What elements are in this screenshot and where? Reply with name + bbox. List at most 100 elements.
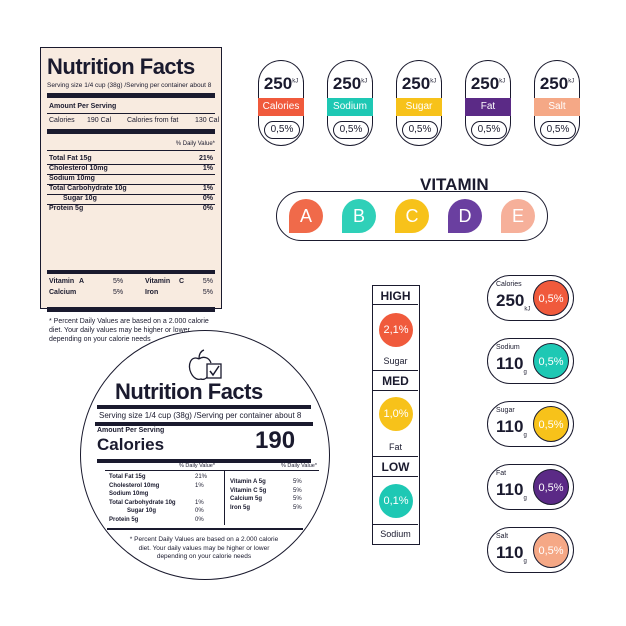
divider	[47, 194, 215, 195]
calories-value: 190 Cal	[87, 117, 112, 124]
pill-cap	[396, 60, 442, 116]
divider	[47, 184, 215, 185]
right-pill-name: Fat	[496, 470, 507, 477]
right-pill-name: Sodium	[496, 344, 520, 351]
circle-row-name: Sugar 10g	[127, 508, 157, 515]
pill-unit: kJ	[292, 78, 299, 85]
meter-med-circle: 1,0%	[379, 397, 413, 431]
vitamin-letter: C	[405, 206, 419, 226]
circle-row-dv: 5%	[293, 479, 302, 485]
pill-name: Fat	[465, 98, 511, 116]
pill-percent: 0,5%	[471, 121, 507, 139]
right-pill-sugar: Sugar 110g 0,5%	[487, 401, 574, 447]
nutrient-pill-sodium: 250kJ Sodium 0,5%	[327, 60, 373, 146]
right-pill-value: 250	[496, 291, 525, 310]
right-pill-percent: 0,5%	[533, 343, 569, 379]
pill-value-wrap: 250kJ	[465, 74, 511, 94]
calories-from-fat-value: 130 Cal	[195, 117, 220, 124]
vitamin-name: Iron	[145, 289, 159, 296]
pill-value-wrap: 250kJ	[258, 74, 304, 94]
vitamin-name: Vitamin	[145, 278, 171, 285]
pill-percent: 0,5%	[540, 121, 576, 139]
circle-row-dv: 1%	[195, 482, 204, 489]
nutrient-row-dv: 21%	[198, 155, 213, 162]
right-pill-unit: g	[523, 369, 527, 376]
meter-low-circle: 0,1%	[379, 484, 413, 518]
divider	[224, 470, 225, 525]
right-pill-value: 110	[496, 543, 524, 562]
vitamin-dv: 5%	[113, 289, 124, 296]
pill-name: Salt	[534, 98, 580, 116]
pill-cap	[327, 60, 373, 116]
meter-med-value: 1,0%	[383, 408, 409, 420]
divider	[373, 476, 418, 477]
circle-row-dv: 0%	[195, 508, 204, 515]
nutrient-row-name: Sugar 10g	[63, 195, 97, 202]
pill-unit: kJ	[568, 78, 575, 85]
nutrient-row-dv: 1%	[202, 185, 213, 192]
vitamin-a-badge: A	[289, 199, 323, 233]
right-pill-salt: Salt 110g 0,5%	[487, 527, 574, 573]
pill-value-wrap: 250kJ	[534, 74, 580, 94]
right-pill-percent: 0,5%	[533, 469, 569, 505]
vitamin-letter: C	[179, 278, 185, 285]
daily-value-header: % Daily Value*	[175, 141, 215, 147]
meter-high-label: HIGH	[380, 289, 411, 303]
right-pill-unit: kJ	[524, 306, 531, 313]
circle-row-name: Protein 5g	[109, 517, 139, 523]
vitamin-c-badge: C	[395, 199, 429, 233]
circle-row-name: Total Fat 15g	[109, 474, 146, 480]
meter-low-value: 0,1%	[383, 495, 409, 507]
vitamin-letter: A	[79, 278, 85, 285]
circle-row-name: Iron 5g	[230, 504, 251, 511]
circle-row-name: Vitamin A 5g	[230, 479, 266, 485]
meter-high-sub: Sugar	[383, 356, 408, 366]
divider	[47, 150, 215, 151]
nutrient-pill-salt: 250kJ Salt 0,5%	[534, 60, 580, 146]
meter-high-value: 2,1%	[383, 324, 409, 336]
right-pill-sodium: Sodium 110g 0,5%	[487, 338, 574, 384]
circle-row-dv: 5%	[293, 487, 302, 494]
vitamin-name: Vitamin	[49, 278, 75, 285]
pill-percent: 0,5%	[264, 121, 300, 139]
right-pill-value: 110	[496, 480, 524, 499]
divider	[47, 270, 215, 274]
pill-unit: kJ	[430, 78, 437, 85]
divider	[47, 174, 215, 175]
rect-label-serving: Serving size 1/4 cup (38g) /Serving per …	[47, 82, 212, 89]
divider	[47, 93, 215, 98]
divider	[47, 164, 215, 165]
rect-footnote: * Percent Daily Values are based on a 2.…	[49, 318, 209, 343]
nutrient-pill-calories: 250kJ Calories 0,5%	[258, 60, 304, 146]
nutrient-row-name: Sodium 10mg	[49, 175, 95, 182]
nutrient-row-name: Total Carbohydrate 10g	[49, 185, 127, 192]
circle-amount-per-serving: Amount Per Serving	[97, 427, 165, 434]
right-pill-value-wrap: 110g	[496, 480, 527, 501]
circle-row-dv: 0%	[195, 517, 204, 523]
vitamin-letter: A	[299, 206, 312, 226]
circle-row-name: Total Carbohydrate 10g	[109, 499, 176, 506]
divider	[47, 307, 215, 312]
divider	[97, 405, 311, 409]
pill-percent: 0,5%	[333, 121, 369, 139]
pill-cap	[534, 60, 580, 116]
pill-bottom: 0,5%	[258, 116, 304, 146]
nutrient-row-name: Protein 5g	[49, 205, 84, 212]
divider	[373, 456, 418, 457]
vitamin-dv: 5%	[202, 289, 213, 296]
divider	[47, 113, 215, 114]
meter-high-circle: 2,1%	[379, 313, 413, 347]
circle-row-dv: 1%	[195, 499, 204, 506]
pill-bottom: 0,5%	[327, 116, 373, 146]
divider	[373, 370, 418, 371]
right-pill-fat: Fat 110g 0,5%	[487, 464, 574, 510]
meter-med-sub: Fat	[388, 442, 402, 452]
nutrient-row-name: Cholesterol 10mg	[49, 165, 108, 172]
circle-label-title: Nutrition Facts	[115, 379, 263, 404]
circle-dv-right: % Daily Value*	[281, 463, 317, 469]
pill-name: Sugar	[396, 98, 442, 116]
right-pill-name: Sugar	[496, 407, 515, 414]
pill-percent: 0,5%	[402, 121, 438, 139]
right-pill-percent: 0,5%	[533, 406, 569, 442]
amount-per-serving: Amount Per Serving	[49, 103, 117, 110]
